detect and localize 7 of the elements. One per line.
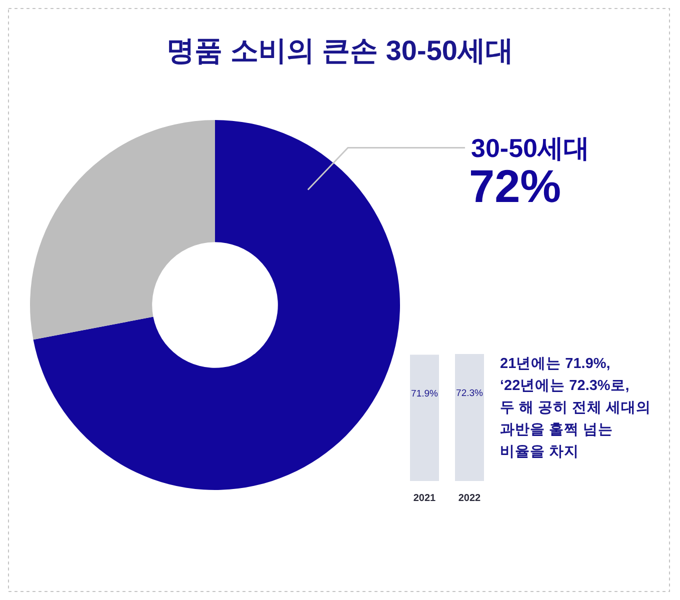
x-tick-label: 2021 [413, 493, 436, 504]
data-label: 72.3% [456, 388, 484, 399]
text: 21년에는 71.9%, ‘22년에는 72.3%로, 두 해 공히 전체 세대의 과반을 훌쩍 넘는 비율을 차지 [500, 356, 652, 460]
chart-title: 명품 소비의 큰손 30-50세대 [166, 35, 514, 66]
x-tick-label: 2022 [458, 493, 482, 504]
slice-label: 30-50세대 [471, 132, 590, 163]
data-label: 71.9% [411, 388, 439, 400]
